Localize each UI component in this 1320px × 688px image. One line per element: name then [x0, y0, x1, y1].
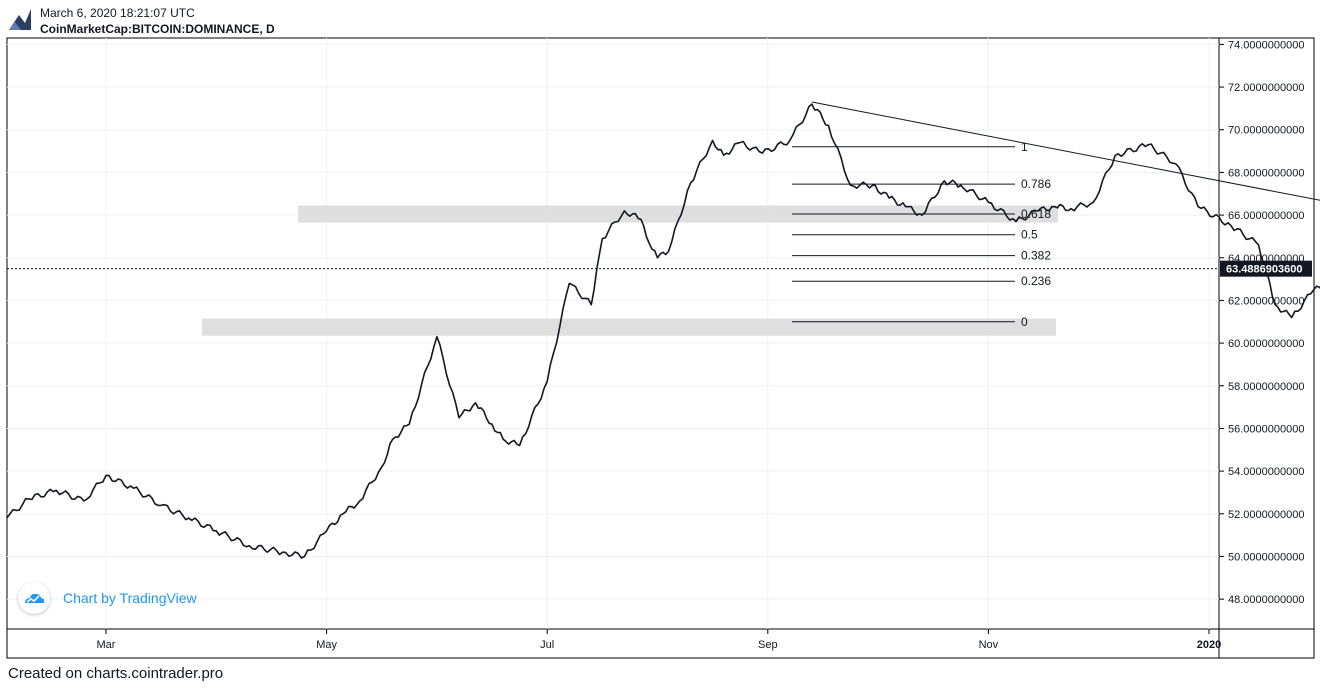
price-zone: [202, 318, 1056, 336]
tradingview-cloud-icon: [18, 582, 50, 614]
x-tick-label: Mar: [97, 639, 116, 651]
x-tick-label: 2020: [1197, 639, 1221, 651]
chart-by-tradingview-link[interactable]: Chart by TradingView: [63, 590, 197, 606]
created-on-footer: Created on charts.cointrader.pro: [8, 665, 224, 682]
fibonacci-levels: 1 0.786 0.618 0.5 0.382 0.236 0: [792, 140, 1051, 329]
x-tick-label: May: [316, 639, 337, 651]
y-tick-label: 50.0000000000: [1228, 551, 1304, 563]
price-zone: [298, 205, 1058, 223]
y-tick-label: 54.0000000000: [1228, 466, 1304, 478]
plot-frame: [6, 37, 1315, 659]
y-tick-label: 58.0000000000: [1228, 381, 1304, 393]
y-tick-label: 66.0000000000: [1228, 210, 1304, 222]
timestamp: March 6, 2020 18:21:07 UTC: [40, 6, 195, 20]
fib-level-label: 0.786: [1021, 177, 1051, 191]
last-price-tag-label: 63.4886903600: [1226, 264, 1302, 276]
y-tick-label: 52.0000000000: [1228, 509, 1304, 521]
y-tick-label: 68.0000000000: [1228, 167, 1304, 179]
y-tick-label: 72.0000000000: [1228, 82, 1304, 94]
symbol-title: CoinMarketCap:BITCOIN:DOMINANCE, D: [40, 22, 275, 36]
y-tick-label: 48.0000000000: [1228, 594, 1304, 606]
support-resistance-zones: [202, 205, 1058, 336]
last-price-tag: 63.4886903600: [1220, 260, 1312, 277]
fib-level-label: 0.236: [1021, 274, 1051, 288]
fib-level-label: 1: [1021, 140, 1028, 154]
price-series-line: [6, 103, 1320, 559]
fib-level-label: 0.618: [1021, 207, 1051, 221]
tradingview-logo-icon: [9, 9, 31, 30]
y-tick-label: 56.0000000000: [1228, 423, 1304, 435]
fib-level-label: 0.382: [1021, 249, 1051, 263]
x-tick-label: Nov: [979, 639, 999, 651]
y-tick-label: 60.0000000000: [1228, 338, 1304, 350]
x-tick-label: Sep: [758, 639, 778, 651]
last-price-tag-bg: [1220, 260, 1312, 277]
fib-level-label: 0.5: [1021, 228, 1038, 242]
descending-trendline: [811, 101, 1320, 201]
price-axis-labels: 48.0000000000 50.0000000000 52.0000000000 5…: [1219, 39, 1304, 606]
time-axis-labels: MarMayJulSepNov2020MarMayJul: [97, 629, 1221, 651]
y-tick-label: 70.0000000000: [1228, 125, 1304, 137]
x-tick-label: Jul: [540, 639, 554, 651]
y-tick-label: 62.0000000000: [1228, 295, 1304, 307]
chart-header: March 6, 2020 18:21:07 UTC CoinMarketCap…: [0, 0, 1320, 38]
y-tick-label: 74.0000000000: [1228, 39, 1304, 51]
fib-level-label: 0: [1021, 315, 1028, 329]
